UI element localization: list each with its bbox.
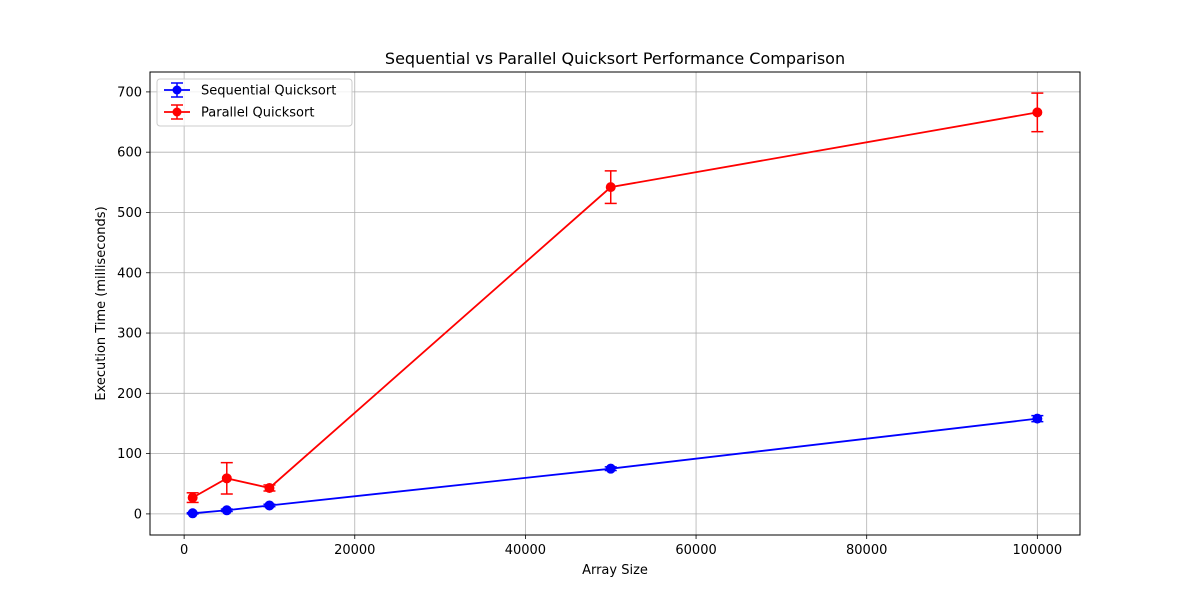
y-tick-label: 300 [117,327,142,342]
data-point [264,482,275,493]
y-tick-label: 200 [117,387,142,402]
tick-layer: 0 20000 40000 60000 80000 100000 0 100 200 300 400… [117,85,1062,558]
data-point [1032,413,1043,424]
x-axis-label: Array Size [582,563,648,578]
data-point [187,492,198,503]
series-0 [186,413,1044,519]
x-tick-label: 20000 [334,543,375,558]
y-axis-label: Execution Time (milliseconds) [94,206,109,400]
x-tick-label: 40000 [505,543,546,558]
legend-marker-swatch [172,107,182,117]
chart-title: Sequential vs Parallel Quicksort Perform… [385,49,845,68]
x-tick-label: 0 [180,543,188,558]
legend-items: Sequential Quicksort Parallel Quicksort [164,82,336,121]
series-1 [186,92,1044,504]
data-point [221,505,232,516]
legend-label: Parallel Quicksort [201,106,314,121]
legend-marker-swatch [172,85,182,95]
legend: Sequential Quicksort Parallel Quicksort [156,78,353,127]
legend-entry: Sequential Quicksort [164,82,336,99]
grid-layer [150,72,1080,535]
x-tick-label: 80000 [846,543,887,558]
data-point [1032,107,1043,118]
x-tick-label: 60000 [675,543,716,558]
y-tick-label: 600 [117,146,142,161]
y-tick-label: 100 [117,447,142,462]
data-point [187,508,198,519]
legend-label: Sequential Quicksort [201,84,336,99]
y-tick-label: 500 [117,206,142,221]
legend-entry: Parallel Quicksort [164,104,314,121]
y-tick-label: 0 [134,507,142,522]
data-point [221,473,232,484]
data-point [264,500,275,511]
y-tick-label: 400 [117,266,142,281]
series-layer [186,92,1044,519]
data-point [605,463,616,474]
data-point [605,182,616,193]
y-tick-label: 700 [117,85,142,100]
x-tick-label: 100000 [1013,543,1063,558]
plot-frame [149,71,1081,536]
series-line [192,417,1038,515]
legend-box [156,78,353,127]
